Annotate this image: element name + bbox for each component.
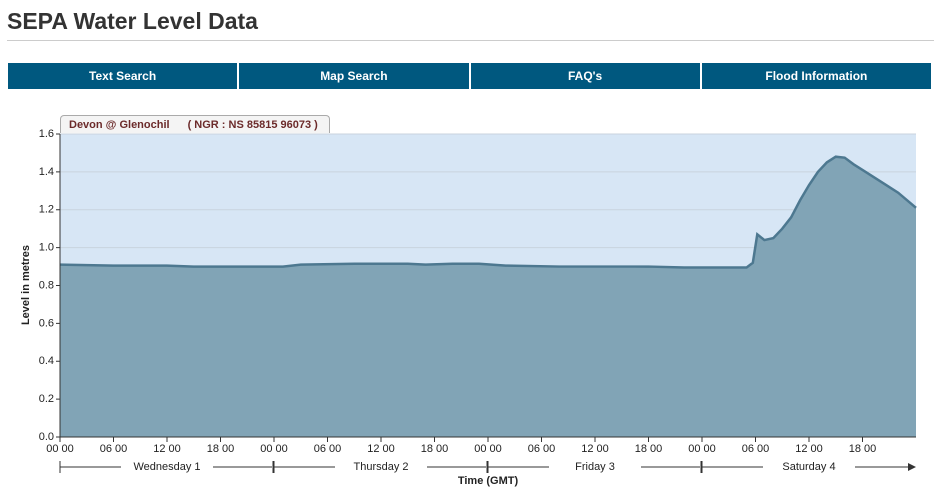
divider [7,40,934,41]
station-ngr: ( NGR : NS 85815 96073 ) [187,118,318,131]
x-tick-label: 06 00 [742,443,770,455]
y-tick-label: 1.2 [39,204,54,216]
y-tick-label: 0.8 [39,279,54,291]
arrow-head [908,463,916,471]
y-tick-label: 1.0 [39,242,54,254]
x-tick-label: 00 00 [474,443,502,455]
area [60,156,916,437]
nav-bar: Text Search Map Search FAQ's Flood Infor… [8,63,931,89]
x-tick-label: 06 00 [314,443,342,455]
x-tick-label: 12 00 [795,443,823,455]
y-tick-label: 0.4 [39,355,54,367]
nav-button[interactable]: FAQ's [470,63,700,89]
x-tick-label: 12 00 [367,443,395,455]
day-label: Friday 3 [575,461,615,473]
y-tick-label: 1.4 [39,166,54,178]
y-tick-label: 0.6 [39,317,54,329]
x-tick-label: 18 00 [421,443,449,455]
x-tick-label: 18 00 [207,443,235,455]
x-tick-label: 12 00 [581,443,609,455]
x-tick-label: 06 00 [100,443,128,455]
y-axis-label: Level in metres [20,245,32,325]
line [59,155,917,269]
y-tick-label: 1.6 [39,128,54,140]
nav-button[interactable]: Flood Information [701,63,931,89]
x-tick-label: 00 00 [260,443,288,455]
x-tick-label: 00 00 [688,443,716,455]
day-label: Saturday 4 [782,461,835,473]
x-tick-label: 06 00 [528,443,556,455]
nav-button[interactable]: Map Search [239,63,469,89]
nav-button[interactable]: Text Search [8,63,238,89]
station-name: Devon @ Glenochil [69,118,170,131]
page-title: SEPA Water Level Data [7,8,258,34]
x-tick-label: 18 00 [849,443,877,455]
x-tick-label: 12 00 [153,443,181,455]
day-label: Wednesday 1 [133,461,200,473]
day-label: Thursday 2 [353,461,408,473]
station-tab: Devon @ Glenochil ( NGR : NS 85815 96073… [60,115,330,133]
x-tick-label: 18 00 [635,443,663,455]
x-axis-label: Time (GMT) [458,475,519,487]
y-tick-label: 0.2 [39,393,54,405]
x-tick-label: 00 00 [46,443,74,455]
y-tick-label: 0.0 [39,431,54,443]
